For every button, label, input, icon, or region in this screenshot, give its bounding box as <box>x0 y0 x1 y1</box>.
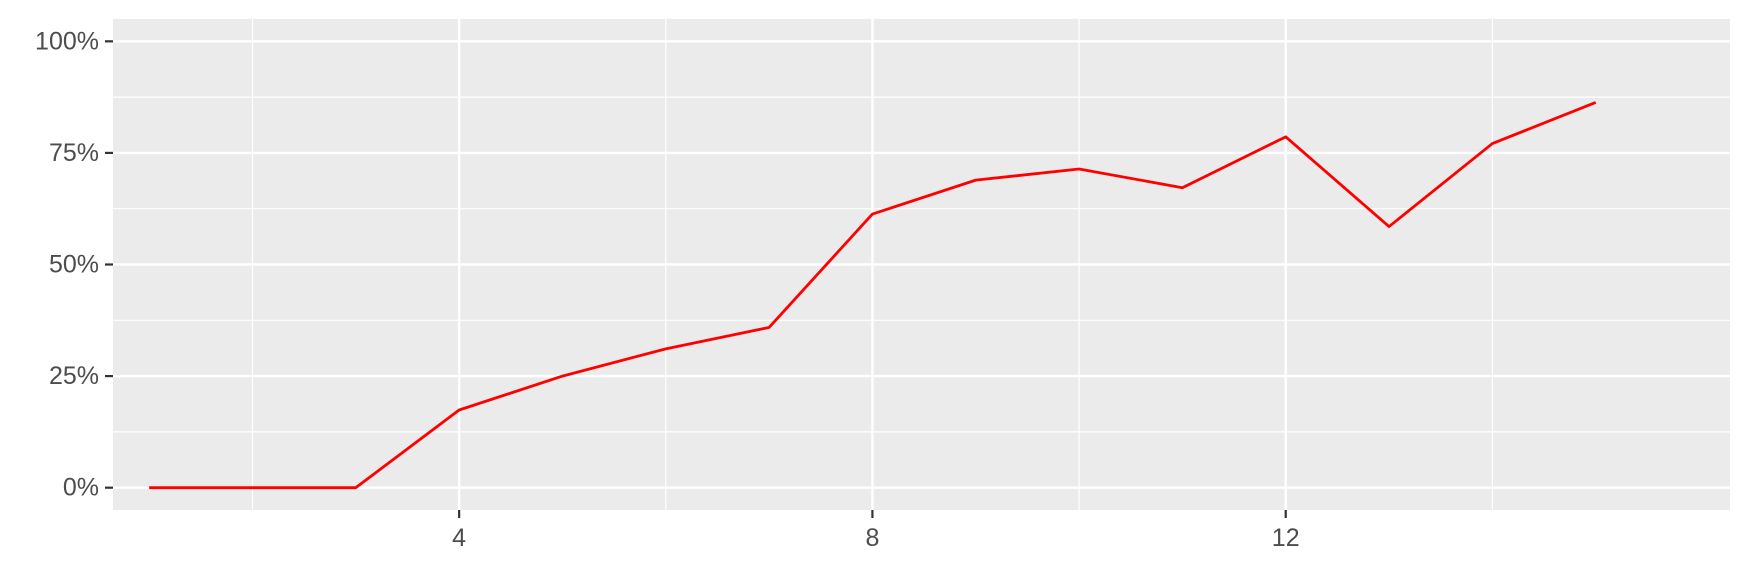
y-tick-label: 100% <box>35 27 99 55</box>
x-tick-label: 4 <box>452 524 466 552</box>
major-gridlines <box>113 19 1730 510</box>
x-tick-label: 12 <box>1272 524 1300 552</box>
y-axis: 0% 25% 50% 75% 100% <box>35 27 113 502</box>
x-axis: 4 8 12 <box>452 510 1300 552</box>
y-tick-label: 50% <box>49 251 99 279</box>
x-tick-label: 8 <box>865 524 879 552</box>
series-layer <box>149 101 1597 490</box>
y-tick-label: 0% <box>63 474 99 502</box>
series-line <box>149 101 1597 490</box>
y-tick-label: 75% <box>49 139 99 167</box>
y-tick-label: 25% <box>49 362 99 390</box>
